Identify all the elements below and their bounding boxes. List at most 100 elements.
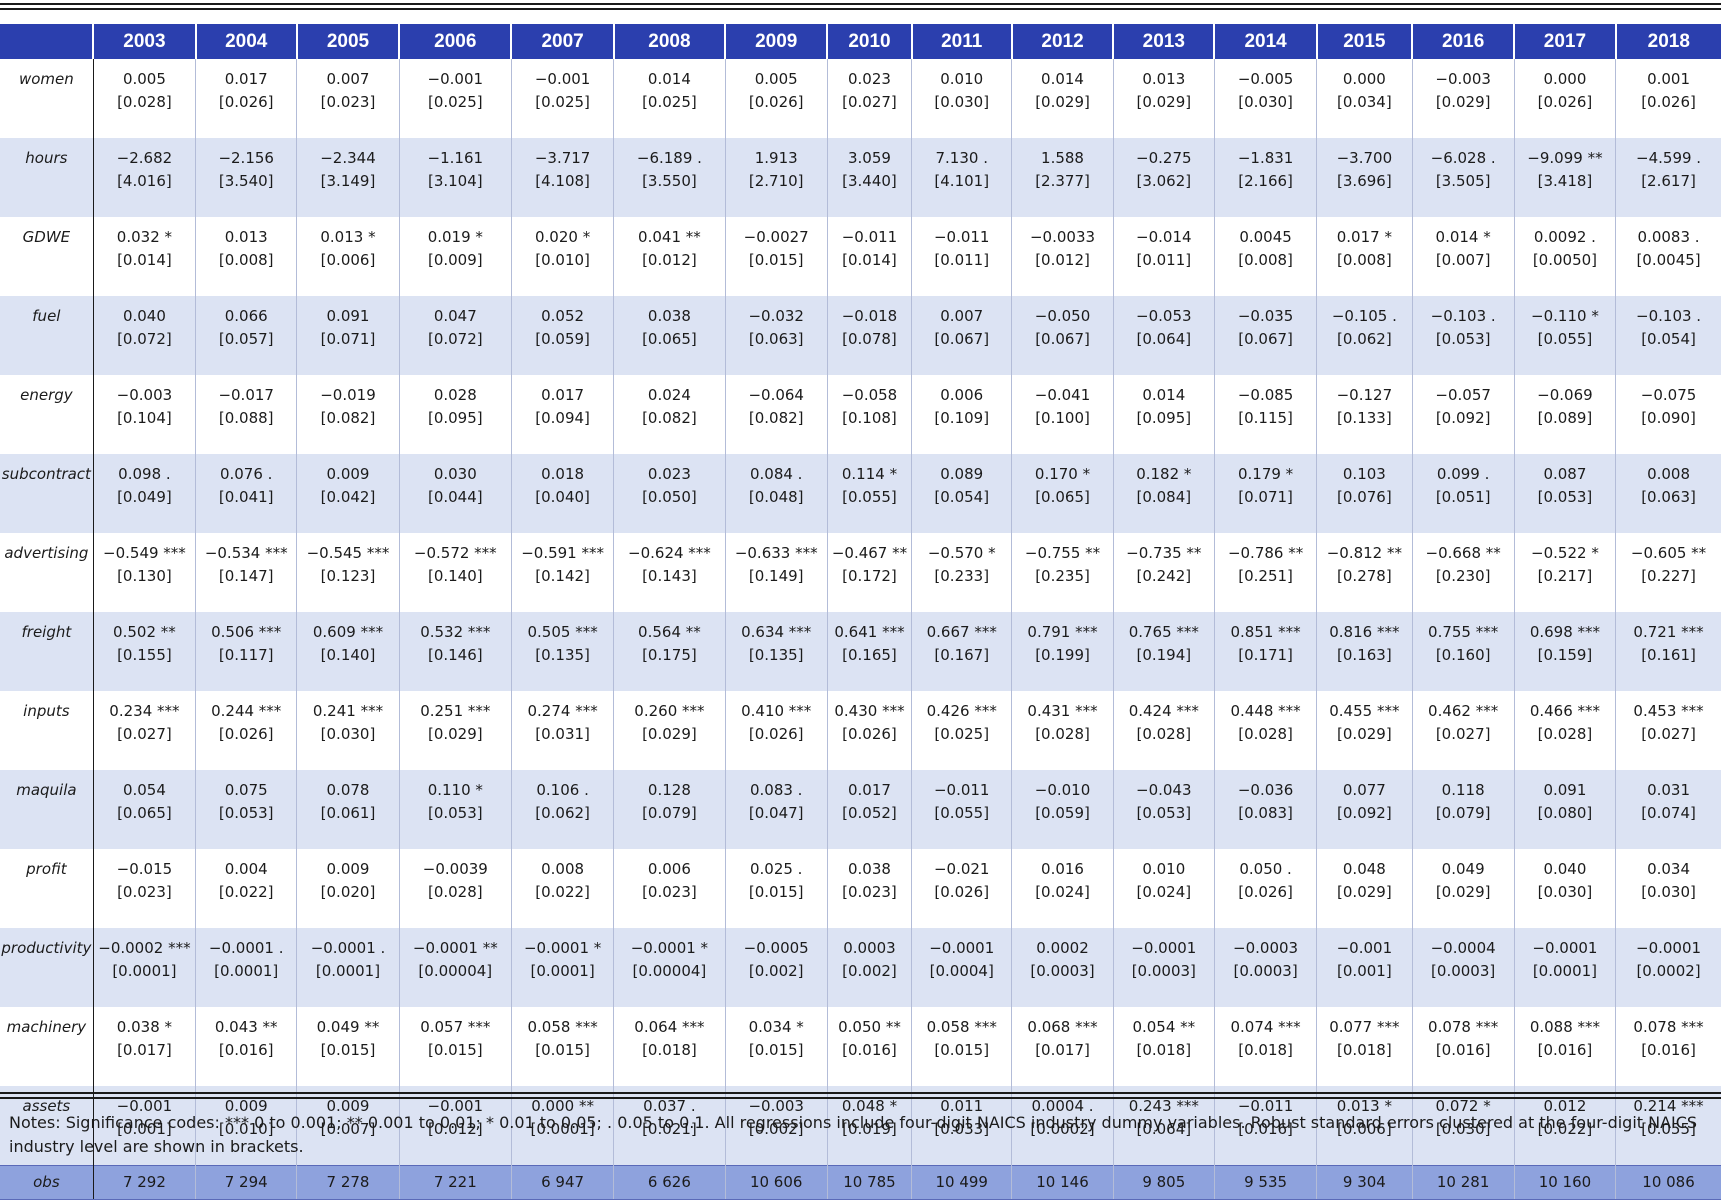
coefficient: 0.011: [940, 1097, 984, 1115]
coefficient: 0.020 *: [534, 228, 591, 246]
table-cell: 0.410 *** [0.026]: [724, 691, 828, 770]
table-cell: 0.017 [0.094]: [510, 375, 614, 454]
table-cell: −1.161 [3.104]: [398, 138, 512, 217]
coefficient: −4.599 .: [1636, 149, 1702, 167]
table-cell: −0.522 * [0.217]: [1513, 533, 1616, 612]
coefficient: 0.007: [326, 70, 370, 88]
coefficient: 0.006: [940, 386, 984, 404]
coefficient: 0.128: [647, 781, 691, 799]
standard-error: [0.050]: [642, 488, 697, 506]
standard-error: [0.012]: [427, 1120, 483, 1138]
bottom-rule: [0, 1092, 1721, 1094]
year-header: 2009: [724, 24, 828, 59]
standard-error: [0.025]: [535, 93, 590, 111]
standard-error: [0.027]: [1435, 725, 1491, 743]
coefficient: −0.085: [1237, 386, 1294, 404]
standard-error: [0.044]: [427, 488, 483, 506]
standard-error: [0.117]: [218, 646, 274, 664]
year-header: 2017: [1513, 24, 1616, 59]
coefficient: −2.156: [218, 149, 274, 167]
table-cell: 0.426 *** [0.025]: [911, 691, 1012, 770]
coefficient: 0.009: [326, 465, 370, 483]
coefficient: 0.698 ***: [1529, 623, 1601, 641]
standard-error: [0.033]: [934, 1120, 990, 1138]
standard-error: [0.028]: [1035, 725, 1090, 743]
table-cell: −0.018 [0.078]: [826, 296, 912, 375]
coefficient: 0.114 *: [841, 465, 898, 483]
coefficient: 0.034 *: [748, 1018, 804, 1036]
table-cell: 1.913 [2.710]: [724, 138, 828, 217]
table-cell: 0.048 [0.029]: [1316, 849, 1412, 928]
table-cell: 0.034 [0.030]: [1615, 849, 1721, 928]
standard-error: [0.025]: [642, 93, 697, 111]
standard-error: [0.018]: [1337, 1041, 1392, 1059]
standard-error: [0.071]: [320, 330, 376, 348]
coefficient: −0.127: [1336, 386, 1393, 404]
standard-error: [0.017]: [117, 1041, 172, 1059]
standard-error: [0.0001]: [315, 962, 381, 980]
standard-error: [0.002]: [842, 962, 897, 980]
standard-error: [0.0001]: [112, 962, 177, 980]
table-cell: 0.816 *** [0.163]: [1316, 612, 1412, 691]
table-cell: −2.156 [3.540]: [195, 138, 297, 217]
table-cell: 0.099 . [0.051]: [1411, 454, 1515, 533]
table-cell: 0.007 [0.023]: [296, 59, 400, 138]
standard-error: [0.165]: [842, 646, 897, 664]
standard-error: [0.042]: [320, 488, 376, 506]
standard-error: [0.015]: [535, 1041, 590, 1059]
table-row: productivity −0.0002 *** [0.0001] −0.0001 .…: [0, 928, 1721, 1007]
table-cell: 0.466 *** [0.028]: [1513, 691, 1616, 770]
coefficient: −0.064: [748, 386, 804, 404]
coefficient: −0.001: [534, 70, 591, 88]
standard-error: [0.040]: [535, 488, 590, 506]
coefficient: −0.018: [841, 307, 898, 325]
coefficient: 0.018: [541, 465, 585, 483]
coefficient: 0.077 ***: [1329, 1018, 1400, 1036]
standard-error: [0.0045]: [1636, 251, 1701, 269]
standard-error: [0.090]: [1641, 409, 1696, 427]
table-cell: 0.023 [0.050]: [613, 454, 726, 533]
coefficient: −0.041: [1034, 386, 1091, 404]
table-row: assets −0.001 [0.001] 0.009 [0.010] 0.009 [0.0…: [0, 1086, 1721, 1166]
coefficient: −0.015: [116, 860, 173, 878]
obs-value: 6 626: [613, 1165, 726, 1200]
table-cell: −0.019 [0.082]: [296, 375, 400, 454]
obs-label: obs: [0, 1165, 94, 1200]
coefficient: 0.041 **: [638, 228, 701, 246]
coefficient: 0.099 .: [1436, 465, 1490, 483]
table-cell: −0.0002 *** [0.0001]: [92, 928, 196, 1007]
coefficient: −0.591 ***: [521, 544, 604, 562]
standard-error: [0.0001]: [530, 1120, 595, 1138]
standard-error: [0.074]: [1641, 804, 1696, 822]
coefficient: 0.078 ***: [1633, 1018, 1704, 1036]
table-cell: −0.005 [0.030]: [1213, 59, 1317, 138]
standard-error: [0.029]: [1337, 883, 1392, 901]
obs-value: 6 947: [510, 1165, 614, 1200]
table-cell: −0.275 [3.062]: [1112, 138, 1215, 217]
standard-error: [0.015]: [934, 1041, 990, 1059]
coefficient: −0.050: [1034, 307, 1091, 325]
table-cell: 0.609 *** [0.140]: [296, 612, 400, 691]
table-cell: 0.641 *** [0.165]: [826, 612, 912, 691]
standard-error: [0.230]: [1435, 567, 1491, 585]
table-cell: 0.006 [0.023]: [613, 849, 726, 928]
table-cell: 0.047 [0.072]: [398, 296, 512, 375]
coefficient: −0.605 **: [1630, 544, 1707, 562]
table-cell: 0.214 *** [0.055]: [1615, 1086, 1721, 1166]
coefficient: 0.851 ***: [1230, 623, 1301, 641]
coefficient: −0.001: [116, 1097, 173, 1115]
coefficient: −2.682: [116, 149, 173, 167]
table-cell: 0.013 * [0.006]: [296, 217, 400, 296]
standard-error: [0.028]: [427, 883, 483, 901]
coefficient: −0.0027: [743, 228, 809, 246]
standard-error: [0.079]: [642, 804, 697, 822]
coefficient: −0.032: [748, 307, 804, 325]
coefficient: 0.048 *: [841, 1097, 898, 1115]
table-cell: 1.588 [2.377]: [1011, 138, 1114, 217]
standard-error: [0.026]: [218, 93, 274, 111]
year-header: 2008: [612, 24, 726, 59]
standard-error: [0.080]: [1537, 804, 1593, 822]
table-cell: −0.032 [0.063]: [724, 296, 828, 375]
standard-error: [0.018]: [642, 1041, 697, 1059]
coefficient: 0.083 .: [749, 781, 803, 799]
